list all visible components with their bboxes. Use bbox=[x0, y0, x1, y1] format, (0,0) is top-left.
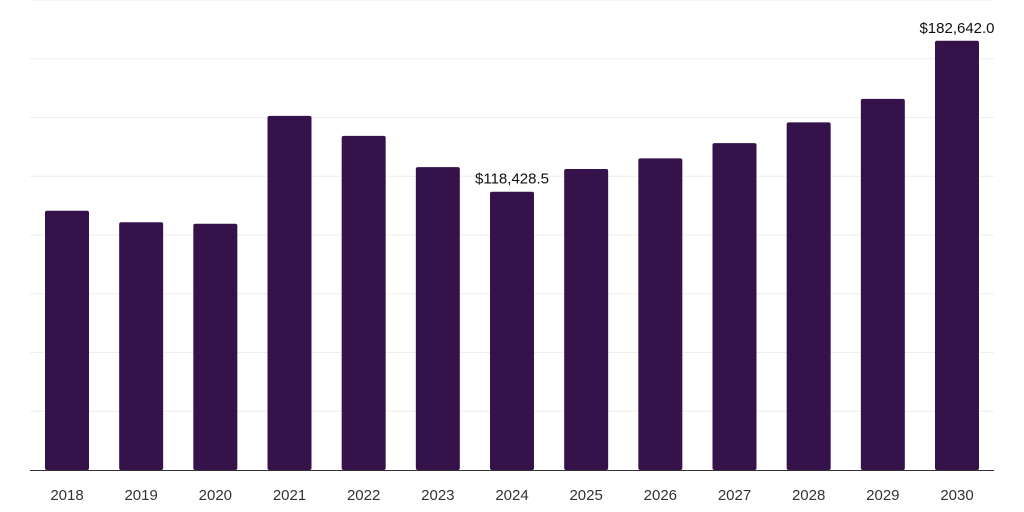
x-tick-label: 2028 bbox=[792, 487, 825, 504]
bar-2027[interactable] bbox=[712, 143, 757, 471]
x-tick-label: 2026 bbox=[644, 487, 677, 504]
bar-2019[interactable] bbox=[119, 222, 164, 470]
x-tick-label: 2029 bbox=[866, 487, 899, 504]
x-tick-label: 2024 bbox=[495, 487, 528, 504]
bar-2028[interactable] bbox=[786, 122, 831, 470]
bar-2020[interactable] bbox=[193, 223, 238, 470]
x-tick-label: 2027 bbox=[718, 487, 751, 504]
bars bbox=[45, 40, 979, 471]
bar-2030[interactable] bbox=[935, 40, 979, 471]
x-tick-label: 2025 bbox=[569, 487, 602, 504]
x-tick-label: 2030 bbox=[940, 487, 973, 504]
x-tick-label: 2019 bbox=[124, 487, 157, 504]
bar-2029[interactable] bbox=[860, 98, 905, 470]
bar-2023[interactable] bbox=[415, 167, 460, 470]
x-tick-label: 2020 bbox=[199, 487, 232, 504]
x-tick-label: 2018 bbox=[50, 487, 83, 504]
bar-2025[interactable] bbox=[564, 168, 609, 470]
bar-2021[interactable] bbox=[267, 115, 312, 470]
x-tick-label: 2021 bbox=[273, 487, 306, 504]
x-tick-label: 2022 bbox=[347, 487, 380, 504]
data-label: $182,642.0 bbox=[919, 20, 994, 37]
data-label: $118,428.5 bbox=[475, 171, 549, 188]
bar-2022[interactable] bbox=[341, 135, 386, 470]
bar-2024[interactable] bbox=[490, 191, 534, 470]
x-tick-labels: 2018 2019 2020 2021 2022 2023 2024 2025 2026 2027… bbox=[50, 487, 973, 504]
bar-2026[interactable] bbox=[638, 158, 683, 470]
bar-2018[interactable] bbox=[45, 210, 89, 471]
data-labels: $118,428.5 $182,642.0 bbox=[475, 20, 995, 188]
x-tick-label: 2023 bbox=[421, 487, 454, 504]
